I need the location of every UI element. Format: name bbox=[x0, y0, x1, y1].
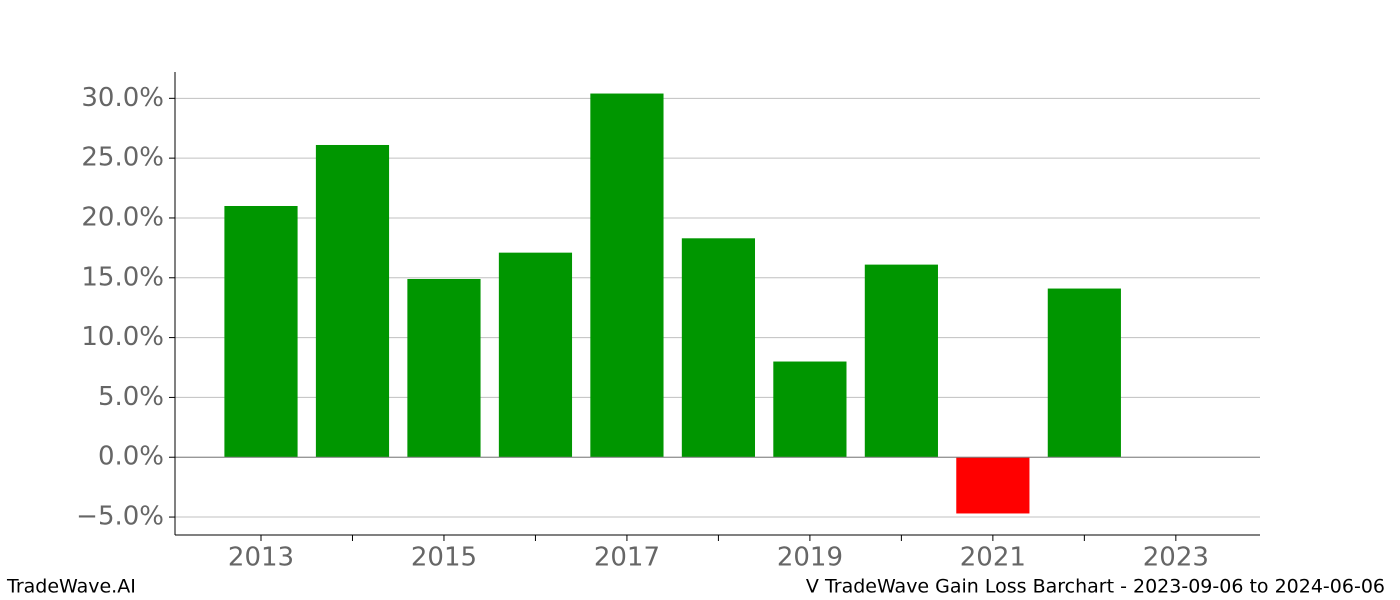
x-tick-label: 2015 bbox=[411, 543, 477, 573]
x-tick-label: 2019 bbox=[777, 543, 843, 573]
bar bbox=[590, 93, 664, 458]
bar bbox=[681, 238, 756, 458]
y-tick-label: 15.0% bbox=[81, 262, 164, 292]
bar bbox=[407, 278, 481, 458]
y-tick-label: 5.0% bbox=[98, 382, 164, 412]
y-tick-label: 10.0% bbox=[81, 322, 164, 352]
y-tick-label: −5.0% bbox=[76, 502, 164, 532]
bar bbox=[956, 457, 1030, 514]
bar bbox=[498, 252, 573, 458]
x-tick-label: 2023 bbox=[1143, 543, 1209, 573]
x-tick-label: 2013 bbox=[228, 543, 294, 573]
y-tick-label: 0.0% bbox=[98, 442, 164, 472]
bar bbox=[864, 264, 938, 458]
y-tick-label: 20.0% bbox=[81, 202, 164, 232]
watermark: TradeWave.AI bbox=[6, 576, 136, 598]
bar bbox=[1047, 288, 1121, 458]
x-tick-label: 2021 bbox=[960, 543, 1026, 573]
bar bbox=[773, 361, 847, 458]
y-tick-label: 30.0% bbox=[81, 83, 164, 113]
y-tick-label: 25.0% bbox=[81, 143, 164, 173]
bar bbox=[315, 144, 390, 458]
bar bbox=[224, 205, 298, 458]
chart-title: V TradeWave Gain Loss Barchart - 2023-09… bbox=[806, 576, 1385, 598]
x-tick-label: 2017 bbox=[594, 543, 660, 573]
